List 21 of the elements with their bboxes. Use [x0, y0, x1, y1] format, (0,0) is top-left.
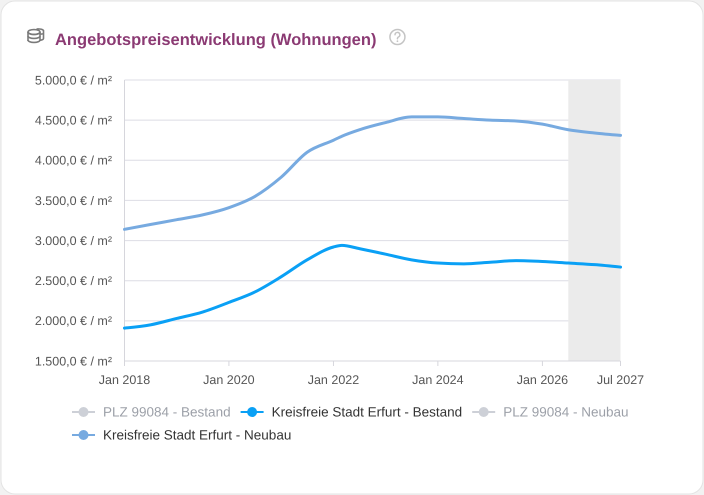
y-tick-label: 3.500,0 € / m²: [34, 194, 112, 208]
legend-label: Kreisfreie Stadt Erfurt - Neubau: [103, 428, 292, 443]
x-tick-label: Jan 2026: [516, 373, 568, 387]
legend-label: Kreisfreie Stadt Erfurt - Bestand: [272, 404, 462, 420]
y-tick-label: 4.000,0 € / m²: [34, 154, 112, 168]
y-tick-label: 2.000,0 € / m²: [34, 314, 112, 328]
line-series: [123, 115, 622, 231]
y-tick-label: 5.000,0 € / m²: [34, 73, 112, 88]
legend-label: PLZ 99084 - Bestand: [103, 404, 231, 420]
y-tick-label: 2.500,0 € / m²: [34, 274, 112, 288]
legend-label: PLZ 99084 - Neubau: [503, 404, 629, 420]
x-tick-label: Jan 2018: [98, 373, 150, 387]
y-tick-label: 4.500,0 € / m²: [34, 114, 112, 128]
x-tick-label: Jan 2020: [203, 373, 255, 387]
x-tick-label: Jan 2022: [308, 373, 360, 387]
chart-title: Angebotspreisentwicklung (Wohnungen): [55, 31, 376, 49]
y-tick-label: 3.000,0 € / m²: [34, 234, 112, 248]
x-tick-label: Jul 2027: [596, 373, 644, 387]
y-tick-label: 1.500,0 € / m²: [34, 354, 112, 368]
line-series: [123, 244, 622, 330]
x-tick-label: Jan 2024: [412, 373, 464, 387]
